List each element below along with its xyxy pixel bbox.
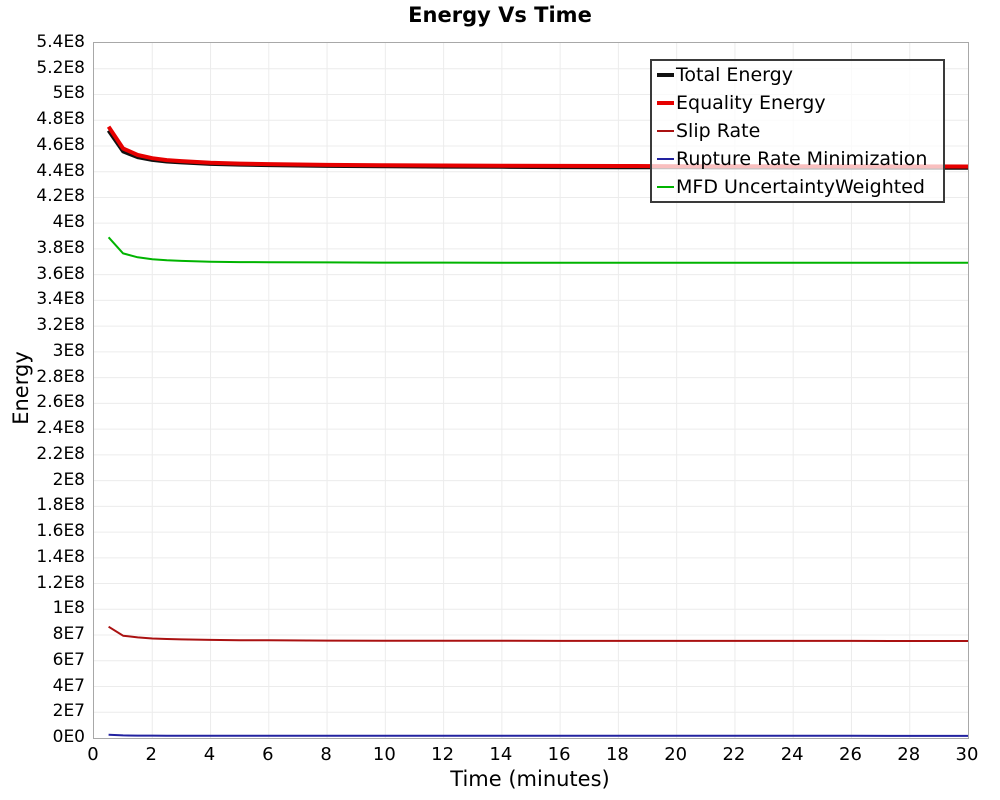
x-tick-label: 16	[547, 744, 571, 765]
y-tick-label: 6E7	[52, 649, 85, 670]
y-axis-title: Energy	[9, 351, 33, 425]
y-tick-label: 1E8	[52, 598, 85, 619]
y-tick-label: 3.2E8	[36, 315, 85, 336]
legend-item-total-energy: Total Energy	[657, 64, 943, 86]
legend-swatch-icon	[657, 101, 674, 105]
series-line-slip-rate	[108, 625, 968, 642]
y-tick-label: 4.8E8	[36, 109, 85, 130]
y-tick-label: 5.2E8	[36, 57, 85, 78]
y-tick-label: 3.4E8	[36, 289, 85, 310]
legend-label: Slip Rate	[676, 120, 761, 142]
legend: Total Energy Equality Energy Slip Rate Rupt…	[650, 59, 945, 203]
plot-canvas	[94, 43, 968, 738]
x-tick-label: 18	[605, 744, 629, 765]
y-tick-label: 2.2E8	[36, 443, 85, 464]
legend-swatch-icon	[657, 73, 674, 77]
series-line-rupture-rate-minimization	[108, 733, 968, 737]
y-tick-label: 4.6E8	[36, 134, 85, 155]
chart-title: Energy Vs Time	[408, 3, 592, 27]
x-tick-label: 8	[320, 744, 332, 765]
legend-label: Equality Energy	[676, 92, 826, 114]
x-tick-label: 20	[664, 744, 688, 765]
y-tick-label: 1.8E8	[36, 495, 85, 516]
x-tick-label: 6	[262, 744, 274, 765]
x-tick-label: 28	[897, 744, 921, 765]
legend-swatch-icon	[657, 130, 674, 132]
y-tick-label: 2E8	[52, 469, 85, 490]
y-tick-label: 4E8	[52, 212, 85, 233]
legend-swatch-icon	[657, 186, 674, 188]
y-tick-label: 5.4E8	[36, 32, 85, 52]
x-tick-label: 12	[431, 744, 455, 765]
y-tick-label: 2.6E8	[36, 392, 85, 413]
legend-swatch-icon	[657, 158, 674, 160]
x-tick-label: 0	[87, 744, 99, 765]
x-tick-label: 30	[955, 744, 979, 765]
x-tick-label: 22	[722, 744, 746, 765]
y-tick-label: 2.4E8	[36, 418, 85, 439]
x-tick-label: 4	[203, 744, 216, 765]
y-tick-label: 0E0	[52, 727, 85, 747]
legend-label: MFD UncertaintyWeighted	[676, 176, 925, 198]
x-tick-label: 10	[372, 744, 396, 765]
y-tick-label: 2.8E8	[36, 366, 85, 387]
legend-item-equality-energy: Equality Energy	[657, 92, 943, 114]
y-tick-label: 5E8	[52, 83, 85, 104]
y-tick-label: 4.2E8	[36, 186, 85, 207]
y-tick-label: 1.4E8	[36, 546, 85, 567]
x-tick-label: 2	[145, 744, 157, 765]
x-axis-title: Time (minutes)	[450, 767, 610, 791]
y-tick-label: 3.8E8	[36, 237, 85, 258]
y-tick-label: 1.2E8	[36, 572, 85, 593]
x-tick-label: 26	[839, 744, 862, 765]
legend-item-slip-rate: Slip Rate	[657, 120, 943, 142]
legend-item-rupture-rate-minimization: Rupture Rate Minimization	[657, 148, 943, 170]
x-tick-label: 14	[489, 744, 513, 765]
x-tick-label: 24	[780, 744, 804, 765]
y-tick-label: 4.4E8	[36, 160, 85, 181]
y-tick-label: 8E7	[52, 624, 85, 645]
y-tick-label: 2E7	[52, 701, 85, 722]
y-tick-label: 4E7	[52, 675, 85, 696]
legend-label: Rupture Rate Minimization	[676, 148, 928, 170]
y-tick-label: 3.6E8	[36, 263, 85, 284]
y-tick-label: 3E8	[52, 340, 85, 361]
legend-label: Total Energy	[676, 64, 793, 86]
legend-item-mfd-uncertaintyweighted: MFD UncertaintyWeighted	[657, 176, 943, 198]
series-line-mfd-uncertaintyweighted	[107, 236, 968, 264]
y-tick-label: 1.6E8	[36, 521, 85, 542]
